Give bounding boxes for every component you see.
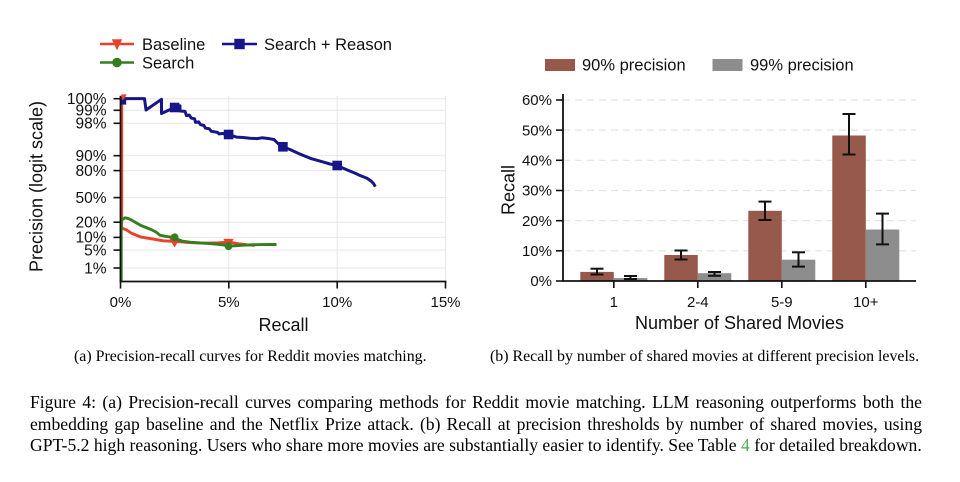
svg-text:98%: 98% (75, 116, 106, 133)
svg-text:60%: 60% (522, 92, 552, 109)
svg-text:Recall: Recall (499, 165, 519, 215)
svg-text:Precision (logit scale): Precision (logit scale) (27, 101, 47, 272)
svg-text:80%: 80% (75, 163, 106, 180)
svg-text:Baseline: Baseline (142, 36, 205, 54)
svg-text:90%: 90% (75, 148, 106, 165)
svg-text:10+: 10+ (853, 294, 879, 311)
svg-text:20%: 20% (522, 213, 552, 230)
svg-text:10%: 10% (322, 294, 352, 311)
svg-text:Search + Reason: Search + Reason (264, 36, 392, 54)
svg-text:40%: 40% (522, 153, 552, 170)
svg-text:5%: 5% (84, 242, 107, 259)
svg-text:Number of Shared Movies: Number of Shared Movies (635, 313, 844, 333)
svg-text:99%: 99% (75, 103, 106, 120)
svg-text:1: 1 (610, 294, 618, 311)
svg-text:Search: Search (142, 55, 194, 73)
svg-text:10%: 10% (522, 243, 552, 260)
svg-text:30%: 30% (522, 183, 552, 200)
svg-text:50%: 50% (522, 122, 552, 139)
svg-text:0%: 0% (110, 294, 132, 311)
svg-text:5%: 5% (218, 294, 240, 311)
svg-text:50%: 50% (75, 190, 106, 207)
svg-text:1%: 1% (84, 260, 107, 277)
svg-text:5-9: 5-9 (771, 294, 793, 311)
svg-text:90% precision: 90% precision (582, 57, 686, 75)
svg-text:10%: 10% (75, 230, 106, 247)
svg-text:99% precision: 99% precision (750, 57, 854, 75)
svg-text:100%: 100% (67, 91, 107, 108)
svg-text:Recall: Recall (258, 315, 308, 335)
svg-text:2-4: 2-4 (687, 294, 709, 311)
svg-text:0%: 0% (530, 273, 552, 290)
svg-text:20%: 20% (75, 215, 106, 232)
svg-text:15%: 15% (430, 294, 460, 311)
